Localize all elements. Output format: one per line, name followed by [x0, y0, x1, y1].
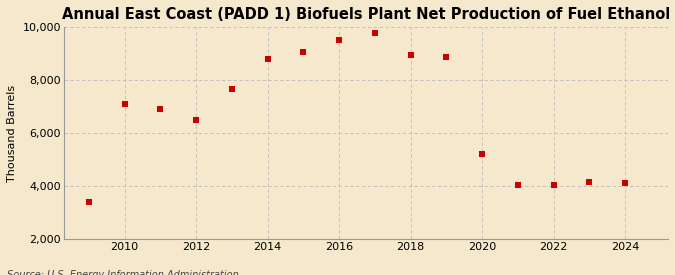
Point [119, 102, 130, 106]
Point [84, 200, 95, 205]
Point [405, 53, 416, 57]
Point [333, 38, 344, 42]
Point [262, 57, 273, 61]
Text: Source: U.S. Energy Information Administration: Source: U.S. Energy Information Administ… [7, 270, 238, 275]
Point [620, 181, 630, 185]
Point [512, 182, 523, 187]
Point [226, 87, 237, 92]
Point [441, 55, 452, 59]
Point [548, 182, 559, 187]
Point [369, 31, 380, 35]
Y-axis label: Thousand Barrels: Thousand Barrels [7, 84, 17, 182]
Title: Annual East Coast (PADD 1) Biofuels Plant Net Production of Fuel Ethanol: Annual East Coast (PADD 1) Biofuels Plan… [62, 7, 670, 22]
Point [298, 50, 308, 55]
Point [190, 118, 201, 122]
Point [584, 180, 595, 184]
Point [155, 107, 166, 111]
Point [477, 152, 487, 156]
